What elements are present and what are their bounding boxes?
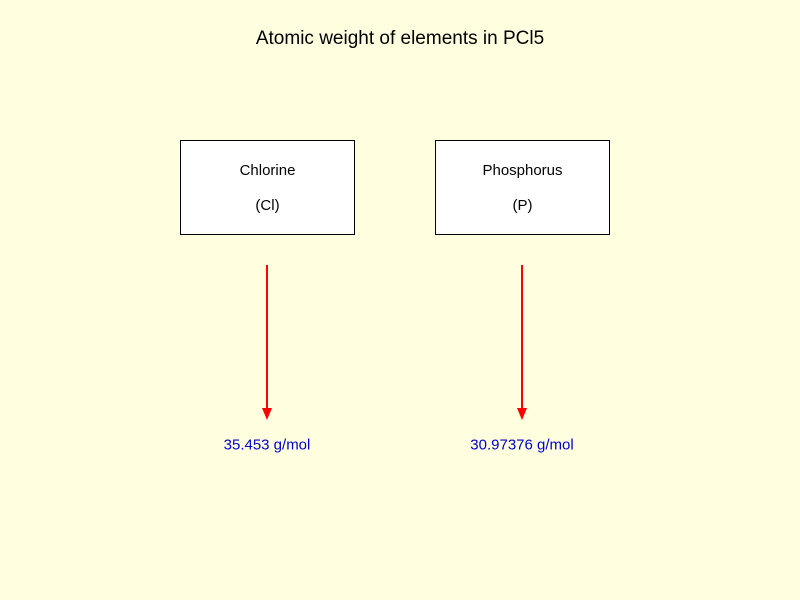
arrow-layer (0, 0, 800, 600)
element-box-chlorine: Chlorine (Cl) (180, 140, 355, 235)
atomic-weight-chlorine: 35.453 g/mol (224, 437, 311, 454)
element-box-phosphorus: Phosphorus (P) (435, 140, 610, 235)
element-symbol-chlorine: (Cl) (255, 197, 279, 214)
diagram-title: Atomic weight of elements in PCl5 (0, 28, 800, 50)
element-name-phosphorus: Phosphorus (482, 162, 562, 179)
element-name-chlorine: Chlorine (240, 162, 296, 179)
diagram-canvas: Atomic weight of elements in PCl5 Chlori… (0, 0, 800, 600)
element-symbol-phosphorus: (P) (513, 197, 533, 214)
atomic-weight-phosphorus: 30.97376 g/mol (470, 437, 573, 454)
